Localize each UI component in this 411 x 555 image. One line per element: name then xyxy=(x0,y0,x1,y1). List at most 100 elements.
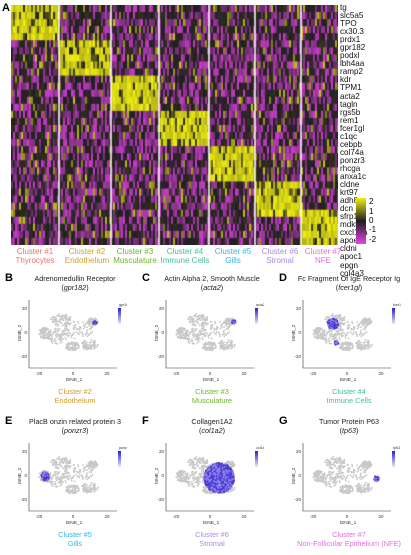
expressing-cell-point xyxy=(212,466,214,468)
cell-point xyxy=(57,335,59,337)
cell-point xyxy=(177,479,179,481)
cell-point xyxy=(190,316,192,318)
cell-point xyxy=(353,329,355,331)
cell-point xyxy=(322,335,324,337)
cell-point xyxy=(339,333,341,335)
cell-point xyxy=(42,337,44,339)
cell-point xyxy=(95,465,97,467)
cell-point xyxy=(59,459,61,461)
cell-point xyxy=(56,318,58,320)
cell-point xyxy=(64,329,66,331)
expressing-cell-point xyxy=(218,462,220,464)
cell-point xyxy=(322,331,324,333)
cell-point xyxy=(329,340,331,342)
expression-scale-bar xyxy=(255,451,258,467)
expressing-cell-point xyxy=(210,482,212,484)
cell-point xyxy=(58,482,60,484)
expressing-cell-point xyxy=(209,474,211,476)
cell-point xyxy=(340,329,342,331)
cell-point xyxy=(86,474,88,476)
cell-point xyxy=(181,473,183,475)
cell-point xyxy=(90,471,92,473)
expressing-cell-point xyxy=(42,477,44,479)
cell-point xyxy=(62,475,64,477)
cell-point xyxy=(65,490,67,492)
cell-point xyxy=(97,344,99,346)
expressing-cell-point xyxy=(232,473,234,475)
expression-scale-label: col1a2 xyxy=(256,446,264,450)
cell-point xyxy=(90,341,92,343)
expressing-cell-point xyxy=(336,322,338,324)
cell-point xyxy=(58,339,60,341)
cell-point xyxy=(182,337,184,339)
cell-point xyxy=(86,492,88,494)
cell-point xyxy=(86,346,88,348)
expressing-cell-point xyxy=(327,322,329,324)
panel-title: PlacB onzin related protein 3(ponzr3) xyxy=(15,417,135,435)
cell-point xyxy=(366,331,368,333)
cell-point xyxy=(201,328,203,330)
cell-point xyxy=(69,492,71,494)
expressing-cell-point xyxy=(217,469,219,471)
cell-point xyxy=(190,340,192,342)
cell-point xyxy=(65,333,67,335)
cell-point xyxy=(79,474,81,476)
cell-point xyxy=(325,339,327,341)
cell-point xyxy=(191,328,193,330)
cell-point xyxy=(93,486,95,488)
y-tick-label: -20 xyxy=(157,497,164,502)
cell-point xyxy=(83,471,85,473)
cell-point xyxy=(327,340,329,342)
cell-point xyxy=(51,478,53,480)
cell-point xyxy=(178,472,180,474)
expressing-cell-point xyxy=(328,320,330,322)
x-tick-label: 20 xyxy=(104,371,110,376)
expressing-cell-point xyxy=(214,483,216,485)
cell-point xyxy=(315,331,317,333)
expressing-cell-point xyxy=(46,472,48,474)
x-tick-label: -20 xyxy=(36,371,43,376)
cell-point xyxy=(211,328,213,330)
cell-point xyxy=(192,340,194,342)
cell-point xyxy=(351,344,353,346)
cell-point xyxy=(339,325,341,327)
cell-point xyxy=(206,349,208,351)
cell-point xyxy=(86,336,88,338)
cell-point xyxy=(194,321,196,323)
cell-point xyxy=(76,474,78,476)
cell-point xyxy=(337,334,339,336)
cell-point xyxy=(74,467,76,469)
cell-point xyxy=(357,328,359,330)
cell-point xyxy=(209,344,211,346)
cell-point xyxy=(54,474,56,476)
cell-point xyxy=(51,335,53,337)
cell-point xyxy=(185,474,187,476)
cell-point xyxy=(68,485,70,487)
cell-point xyxy=(55,483,57,485)
color-legend: 2 1 0 -1 -2 xyxy=(356,198,411,248)
cell-point xyxy=(197,334,199,336)
cell-point xyxy=(196,316,198,318)
cell-point xyxy=(321,337,323,339)
cell-point xyxy=(40,479,42,481)
y-tick-label: -20 xyxy=(294,354,301,359)
expressing-cell-point xyxy=(94,320,96,322)
cell-point xyxy=(50,332,52,334)
cell-point xyxy=(230,324,232,326)
expressing-cell-point xyxy=(223,468,225,470)
cell-point xyxy=(203,329,205,331)
expression-scale-bar xyxy=(392,308,395,324)
caption-celltype: Endothelium xyxy=(15,396,135,405)
cell-point xyxy=(89,471,91,473)
cell-point xyxy=(65,314,67,316)
y-axis-label: tSNE_2 xyxy=(17,324,23,341)
cell-point xyxy=(179,333,181,335)
cell-point xyxy=(229,465,231,467)
cell-point xyxy=(61,338,63,340)
cell-point xyxy=(359,323,361,325)
